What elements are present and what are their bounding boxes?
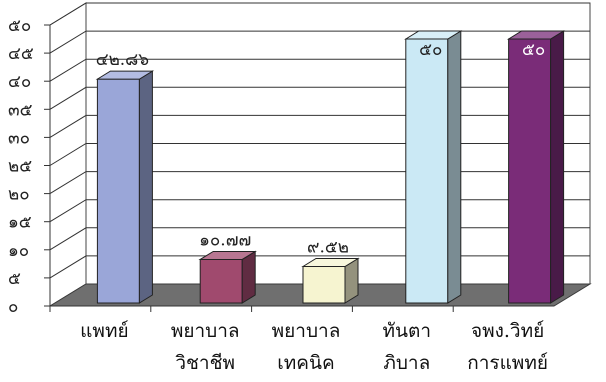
bar-front — [405, 38, 449, 304]
y-tick-label: ๑๕ — [8, 213, 32, 233]
x-tick-label: พยาบาล — [171, 320, 240, 342]
x-tick-label: เทคนิค — [277, 352, 334, 374]
bar-front — [508, 38, 552, 304]
bar-side — [447, 30, 462, 304]
x-tick-label: พยาบาล — [272, 320, 341, 342]
bar-top — [198, 250, 257, 260]
data-label: ๕๐ — [419, 40, 442, 60]
bar — [95, 70, 155, 304]
y-tick-label: ๑๐ — [8, 241, 29, 261]
y-tick-label: ๓๕ — [8, 100, 33, 120]
y-tick-label: ๔๐ — [8, 72, 31, 92]
x-tick-label: วิชาชีพ — [175, 352, 235, 374]
gridline — [49, 2, 590, 26]
x-tick-label: จพง.วิทย์ — [471, 320, 544, 342]
y-tick-label: ๐ — [8, 297, 18, 317]
bar — [404, 30, 463, 304]
x-tick-label: ภิบาล — [383, 352, 430, 374]
y-tick-label: ๕ — [8, 269, 21, 289]
bar-front — [96, 78, 140, 304]
y-tick-label: ๒๐ — [8, 185, 30, 205]
bar-top — [95, 70, 155, 80]
bar-top — [506, 30, 566, 40]
y-tick-label: ๓๐ — [8, 128, 30, 148]
data-label: ๔๒.๘๖ — [96, 50, 149, 70]
x-tick-label: แพทย์ — [80, 320, 128, 342]
x-tick-label: ทันตา — [383, 320, 432, 342]
x-tick-label: การแพทย์ — [467, 352, 548, 374]
data-label: ๑๐.๗๗ — [199, 230, 251, 250]
bar-side — [138, 70, 153, 304]
bar-top — [301, 257, 360, 267]
bars — [95, 30, 566, 304]
y-tick-label: ๒๕ — [8, 157, 32, 177]
y-tick-label: ๕๐ — [8, 16, 31, 36]
bar — [506, 30, 566, 304]
bar-front — [302, 265, 346, 304]
data-label: ๕๐ — [522, 40, 545, 60]
y-tick-label: ๔๕ — [8, 44, 34, 64]
bar — [301, 257, 360, 304]
bar — [198, 250, 257, 304]
data-label: ๙.๕๒ — [307, 237, 349, 257]
bar-side — [241, 250, 256, 304]
bar-top — [404, 30, 463, 40]
bar-side — [550, 30, 565, 304]
bar-front — [199, 258, 243, 304]
